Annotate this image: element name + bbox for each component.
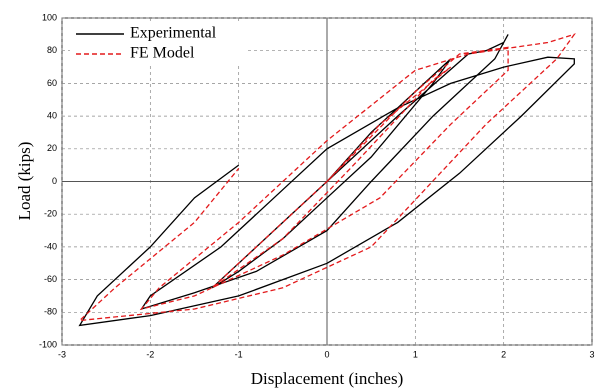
legend-box <box>70 22 245 66</box>
x-tick-label: -2 <box>146 349 154 359</box>
y-axis-label: Load (kips) <box>15 142 34 221</box>
legend-label: Experimental <box>130 25 217 42</box>
x-tick-label: 1 <box>413 349 418 359</box>
x-tick-label: -1 <box>235 349 243 359</box>
legend-entry: Experimental <box>76 25 217 42</box>
y-tick-label: -40 <box>44 241 57 251</box>
y-tick-label: 20 <box>47 143 57 153</box>
y-tick-label: 0 <box>52 176 57 186</box>
y-tick-label: 80 <box>47 45 57 55</box>
y-tick-label: -60 <box>44 274 57 284</box>
y-tick-label: 40 <box>47 110 57 120</box>
x-tick-label: -3 <box>58 349 66 359</box>
y-tick-label: -20 <box>44 209 57 219</box>
series-line <box>77 33 576 322</box>
y-tick-label: -100 <box>39 339 57 349</box>
legend-entry: FE Model <box>76 45 195 62</box>
legend-label: FE Model <box>130 45 195 62</box>
x-tick-label: 3 <box>589 349 594 359</box>
y-tick-label: 100 <box>42 12 57 22</box>
x-axis-label: Displacement (inches) <box>251 369 403 388</box>
x-tick-label: 2 <box>501 349 506 359</box>
y-tick-label: 60 <box>47 78 57 88</box>
y-tick-label: -80 <box>44 307 57 317</box>
x-tick-label: 0 <box>324 349 329 359</box>
